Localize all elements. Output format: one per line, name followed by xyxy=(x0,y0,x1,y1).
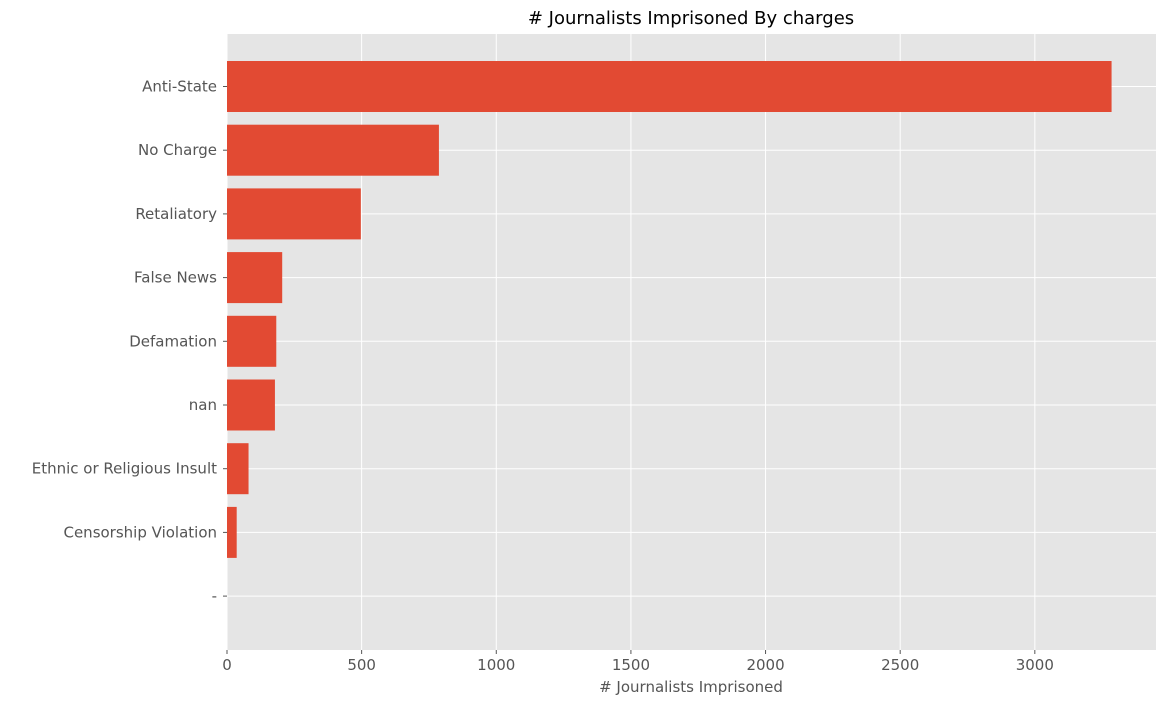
x-tick-label: 1500 xyxy=(612,656,650,674)
bar xyxy=(227,252,283,304)
x-tick-label: 500 xyxy=(347,656,376,674)
x-tick-label: 1000 xyxy=(477,656,515,674)
bar xyxy=(227,188,361,240)
y-tick-label: - xyxy=(212,587,217,605)
bar xyxy=(227,379,275,431)
bar xyxy=(227,443,249,495)
x-axis-label: # Journalists Imprisoned xyxy=(599,678,783,696)
bar xyxy=(227,506,237,558)
chart-title: # Journalists Imprisoned By charges xyxy=(528,8,854,29)
bar xyxy=(227,124,439,176)
bar xyxy=(227,61,1112,112)
y-tick-label: Retaliatory xyxy=(135,205,217,223)
y-tick-label: Censorship Violation xyxy=(63,523,217,541)
x-tick-label: 0 xyxy=(222,656,232,674)
y-tick-labels: Anti-State No Charge Retaliatory False News… xyxy=(32,78,217,606)
bars-layer xyxy=(227,61,1112,558)
x-tick-label: 3000 xyxy=(1016,656,1054,674)
x-tick-label: 2500 xyxy=(881,656,919,674)
y-tick-label: Defamation xyxy=(129,332,217,350)
y-tick-label: Ethnic or Religious Insult xyxy=(32,460,217,478)
x-tick-label: 2000 xyxy=(746,656,784,674)
bar xyxy=(227,315,277,367)
y-tick-label: nan xyxy=(189,396,217,414)
y-tick-label: False News xyxy=(134,269,217,287)
y-tick-label: Anti-State xyxy=(142,78,217,96)
y-tick-label: No Charge xyxy=(138,141,217,159)
x-tick-labels: 0 500 1000 1500 2000 2500 3000 xyxy=(222,656,1054,674)
